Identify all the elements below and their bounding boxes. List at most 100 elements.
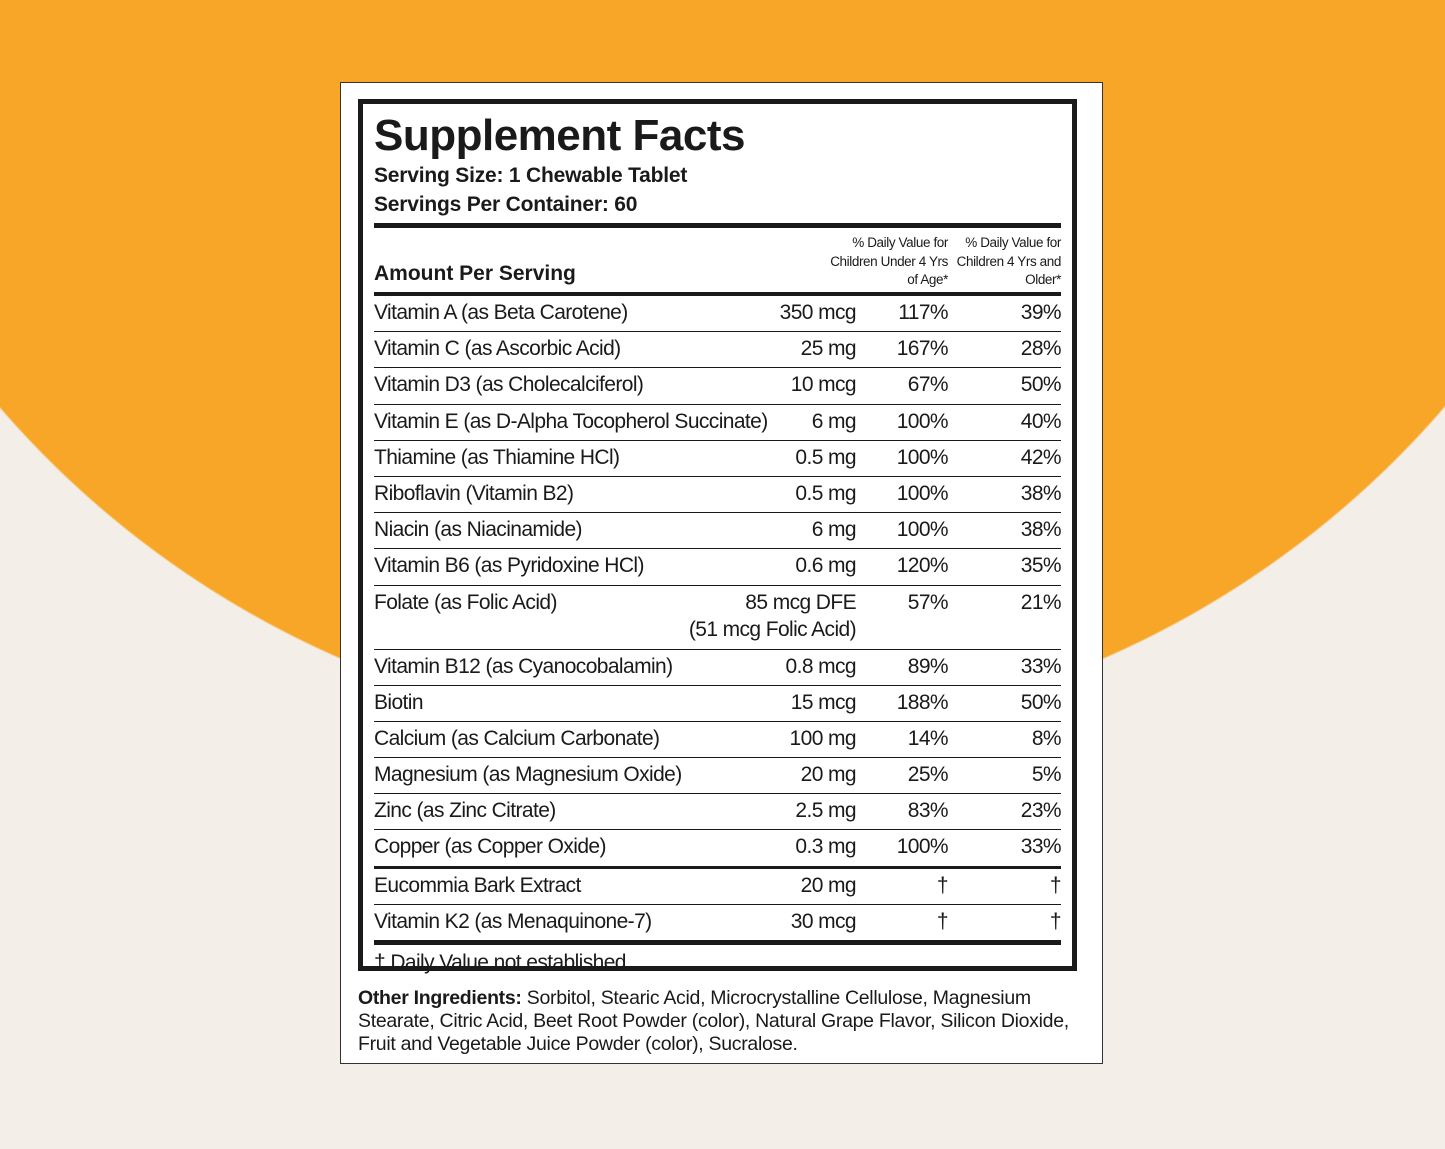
amount-per-serving-label: Amount Per Serving	[374, 262, 576, 285]
table-row: Vitamin B12 (as Cyanocobalamin) 0.8 mcg 89…	[374, 650, 1062, 686]
table-row: Eucommia Bark Extract 20 mg † †	[374, 869, 1062, 905]
facts-panel: Supplement Facts Serving Size: 1 Chewabl…	[358, 99, 1077, 974]
dv-4plus: †	[1049, 873, 1062, 897]
amount-note: (51 mcg Folic Acid)	[688, 617, 857, 641]
table-row: Thiamine (as Thiamine HCl) 0.5 mg 100% 42%	[374, 441, 1062, 477]
amount: 6 mg	[811, 518, 857, 542]
table-row: Calcium (as Calcium Carbonate) 100 mg 14% 8…	[374, 722, 1062, 759]
dv-under4: 100%	[896, 409, 949, 433]
supplement-facts-card: Supplement Facts Serving Size: 1 Chewabl…	[340, 82, 1103, 1064]
table-row: Niacin (as Niacinamide) 6 mg 100% 38%	[374, 513, 1062, 550]
amount: 0.3 mg	[795, 835, 856, 859]
dv-4plus-header: % Daily Value for Children 4 Yrs and Old…	[956, 235, 1062, 287]
dv-4plus: 50%	[1020, 690, 1062, 714]
nutrient-name: Vitamin A (as Beta Carotene)	[374, 301, 628, 324]
dv-under4: 100%	[896, 481, 949, 505]
dv-4plus: 40%	[1020, 409, 1062, 433]
dv-4plus: 50%	[1020, 373, 1062, 397]
table-row: Vitamin K2 (as Menaquinone-7) 30 mcg † †	[374, 905, 1062, 945]
dv-under4: †	[936, 909, 949, 933]
amount: 15 mcg	[790, 690, 857, 714]
dv-under4: 100%	[896, 518, 949, 542]
amount: 0.6 mg	[795, 554, 856, 578]
amount: 2.5 mg	[795, 799, 856, 823]
dv-under4: 167%	[896, 337, 949, 361]
table-row: Vitamin C (as Ascorbic Acid) 25 mg 167% 28%	[374, 332, 1062, 369]
dv-4plus: 38%	[1020, 518, 1062, 542]
facts-title: Supplement Facts	[374, 111, 745, 160]
table-row: Magnesium (as Magnesium Oxide) 20 mg 25% 5%	[374, 758, 1062, 795]
table-row: Folate (as Folic Acid) 85 mcg DFE 57% 21% (5…	[374, 586, 1062, 650]
dv-under4: 83%	[907, 799, 949, 823]
amount: 350 mcg	[779, 301, 857, 324]
dv-4plus: 38%	[1020, 481, 1062, 505]
nutrient-name: Vitamin D3 (as Cholecalciferol)	[374, 373, 644, 397]
dv-4plus: 33%	[1020, 835, 1062, 859]
nutrient-name: Vitamin E (as D-Alpha Tocopherol Succina…	[374, 409, 768, 433]
dv-under4: 100%	[896, 835, 949, 859]
dv-4plus: 28%	[1020, 337, 1062, 361]
dv-under4: †	[936, 873, 949, 897]
dv-4plus: 5%	[1031, 763, 1062, 787]
amount: 85 mcg DFE	[745, 590, 856, 614]
dv-4plus: 8%	[1031, 726, 1062, 750]
table-row: Vitamin A (as Beta Carotene) 350 mcg 117% 3…	[374, 296, 1062, 333]
table-row: Biotin 15 mcg 188% 50%	[374, 686, 1062, 722]
dv-4plus: 42%	[1020, 445, 1062, 469]
dv-under4: 25%	[907, 763, 949, 787]
table-row: Vitamin D3 (as Cholecalciferol) 10 mcg 67%…	[374, 368, 1062, 405]
table-row: Zinc (as Zinc Citrate) 2.5 mg 83% 23%	[374, 794, 1062, 831]
footnote: † Daily Value not established.	[374, 951, 632, 974]
dv-under4: 89%	[907, 654, 949, 678]
amount: 6 mg	[811, 409, 857, 433]
nutrient-name: Eucommia Bark Extract	[374, 873, 581, 897]
table-row: Vitamin E (as D-Alpha Tocopherol Succina…	[374, 405, 1062, 441]
nutrient-name: Magnesium (as Magnesium Oxide)	[374, 763, 682, 787]
nutrient-name: Vitamin K2 (as Menaquinone-7)	[374, 909, 652, 933]
amount: 20 mg	[800, 763, 857, 787]
column-header: Amount Per Serving % Daily Value for Chi…	[374, 228, 1061, 292]
nutrient-name: Calcium (as Calcium Carbonate)	[374, 726, 660, 750]
dv-4plus: 39%	[1020, 301, 1062, 324]
dv-under4: 117%	[898, 301, 948, 324]
dv-4plus: 33%	[1020, 654, 1062, 678]
dv-4plus: †	[1049, 909, 1062, 933]
table-row: Riboflavin (Vitamin B2) 0.5 mg 100% 38%	[374, 477, 1062, 514]
dv-under4: 120%	[896, 554, 949, 578]
dv-under4: 100%	[896, 445, 949, 469]
amount: 0.5 mg	[795, 445, 856, 469]
dv-under4: 57%	[907, 590, 949, 614]
amount: 0.5 mg	[795, 481, 856, 505]
dv-4plus: 23%	[1020, 799, 1062, 823]
amount: 30 mcg	[790, 909, 857, 933]
servings-per-container: Servings Per Container: 60	[374, 193, 638, 216]
dv-under4: 14%	[907, 726, 949, 750]
nutrient-table: Vitamin A (as Beta Carotene) 350 mcg 117% 3…	[374, 296, 1062, 945]
other-ingredients: Other Ingredients: Sorbitol, Stearic Aci…	[358, 987, 1085, 1056]
dv-under4: 188%	[896, 690, 949, 714]
amount: 0.8 mcg	[785, 654, 857, 678]
other-ingredients-text: Sorbitol, Stearic Acid, Microcrystalline…	[358, 987, 1069, 1055]
nutrient-name: Vitamin B6 (as Pyridoxine HCl)	[374, 554, 644, 578]
nutrient-name: Biotin	[374, 690, 424, 714]
divider	[374, 223, 1061, 228]
amount: 25 mg	[800, 337, 857, 361]
dv-under4: 67%	[907, 373, 949, 397]
nutrient-name: Riboflavin (Vitamin B2)	[374, 481, 574, 505]
amount: 10 mcg	[790, 373, 857, 397]
dv-4plus: 35%	[1020, 554, 1062, 578]
nutrient-name: Vitamin C (as Ascorbic Acid)	[374, 337, 621, 361]
nutrient-name: Niacin (as Niacinamide)	[374, 518, 583, 542]
serving-size: Serving Size: 1 Chewable Tablet	[374, 164, 688, 187]
table-row: Vitamin B6 (as Pyridoxine HCl) 0.6 mg 120%…	[374, 549, 1062, 586]
dv-4plus: 21%	[1020, 590, 1062, 614]
other-ingredients-label: Other Ingredients:	[358, 987, 522, 1009]
nutrient-name: Folate (as Folic Acid)	[374, 590, 557, 614]
nutrient-name: Thiamine (as Thiamine HCl)	[374, 445, 620, 469]
nutrient-name: Zinc (as Zinc Citrate)	[374, 799, 556, 823]
amount: 20 mg	[800, 873, 857, 897]
dv-under4-header: % Daily Value for Children Under 4 Yrs o…	[830, 235, 948, 287]
nutrient-name: Copper (as Copper Oxide)	[374, 835, 606, 859]
divider	[374, 292, 1061, 296]
amount: 100 mg	[789, 726, 857, 750]
